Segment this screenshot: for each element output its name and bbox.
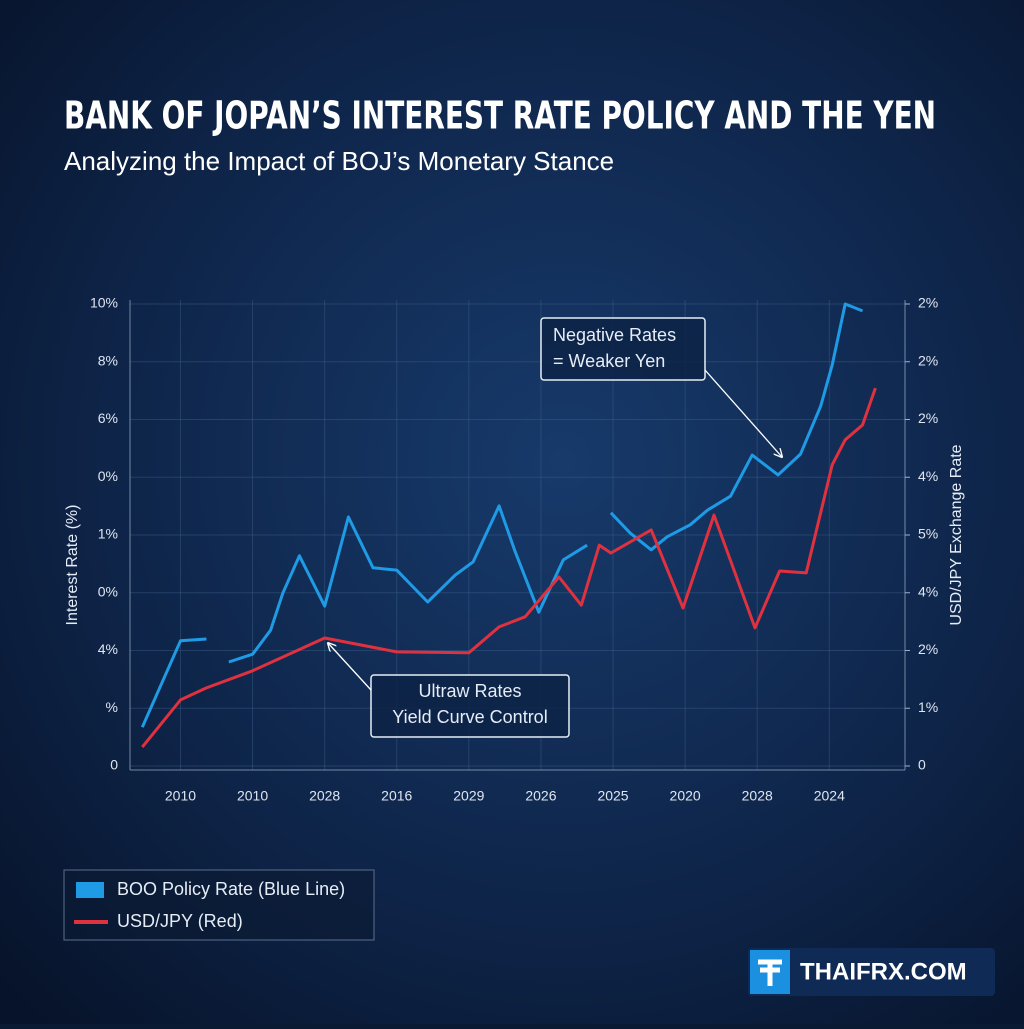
y-tick-label: 0% <box>98 583 118 599</box>
annotation-text: Yield Curve Control <box>392 707 547 727</box>
y2-axis-title: USD/JPY Exchange Rate <box>948 444 965 625</box>
y2-tick-label: 2% <box>918 641 938 657</box>
data-line <box>141 387 877 749</box>
y2-tick-label: 4% <box>918 468 938 484</box>
legend-swatch <box>76 882 104 898</box>
x-tick-label: 2028 <box>742 788 773 804</box>
annotation-text: Ultraw Rates <box>418 681 521 701</box>
x-tick-label: 2026 <box>525 788 556 804</box>
x-tick-label: 2025 <box>597 788 628 804</box>
y2-tick-label: 2% <box>918 352 938 368</box>
y2-tick-label: 2% <box>918 410 938 426</box>
x-tick-label: 2028 <box>309 788 340 804</box>
annotation-box <box>540 317 706 381</box>
data-line <box>140 302 864 728</box>
chart-title: BANK OF JOPAN’S INTEREST RATE POLICY AND… <box>64 94 936 138</box>
y2-tick-label: 1% <box>918 699 938 715</box>
y-tick-label: 10% <box>90 295 118 311</box>
x-tick-label: 2029 <box>453 788 484 804</box>
y-tick-label: 8% <box>98 352 118 368</box>
y2-tick-label: 4% <box>918 583 938 599</box>
plot-area: 0% 4% 0% 1% 0% 6% 8% 10% 0 1% 2% 4% 5% 4% 2% 2% 2% 2010 20… <box>90 295 938 804</box>
annotation-text: = Weaker Yen <box>553 351 665 371</box>
legend-label: BOO Policy Rate (Blue Line) <box>117 879 345 899</box>
x-tick-label: 2010 <box>237 788 268 804</box>
brand-icon-glyph <box>758 959 782 986</box>
brand-box <box>748 948 995 996</box>
y-tick-label: 0% <box>98 468 118 484</box>
chart-subtitle: Analyzing the Impact of BOJ’s Monetary S… <box>64 146 614 176</box>
y2-tick-label: 2% <box>918 295 938 311</box>
legend-entries: BOO Policy Rate (Blue Line) USD/JPY (Red) <box>74 879 345 931</box>
x-tick-label: 2016 <box>381 788 412 804</box>
x-tick-label: 2010 <box>165 788 196 804</box>
y2-tick-label: 5% <box>918 526 938 542</box>
y-tick-label: 0 <box>110 757 118 773</box>
annotation-arrow <box>704 369 782 457</box>
y2-tick-label: 0 <box>918 757 926 773</box>
brand-text: THAIFRX.COM <box>800 958 967 985</box>
legend-label: USD/JPY (Red) <box>117 911 243 931</box>
y-tick-label: % <box>106 699 118 715</box>
annotation-box <box>370 674 570 738</box>
y-tick-label: 6% <box>98 410 118 426</box>
y-tick-label: 1% <box>98 526 118 542</box>
x-tick-label: 2024 <box>814 788 845 804</box>
annotation-text: Negative Rates <box>553 325 676 345</box>
y-axis-title: Interest Rate (%) <box>64 505 81 626</box>
y-tick-label: 4% <box>98 641 118 657</box>
legend <box>63 869 375 941</box>
x-tick-label: 2020 <box>670 788 701 804</box>
annotation-arrow <box>328 643 372 691</box>
